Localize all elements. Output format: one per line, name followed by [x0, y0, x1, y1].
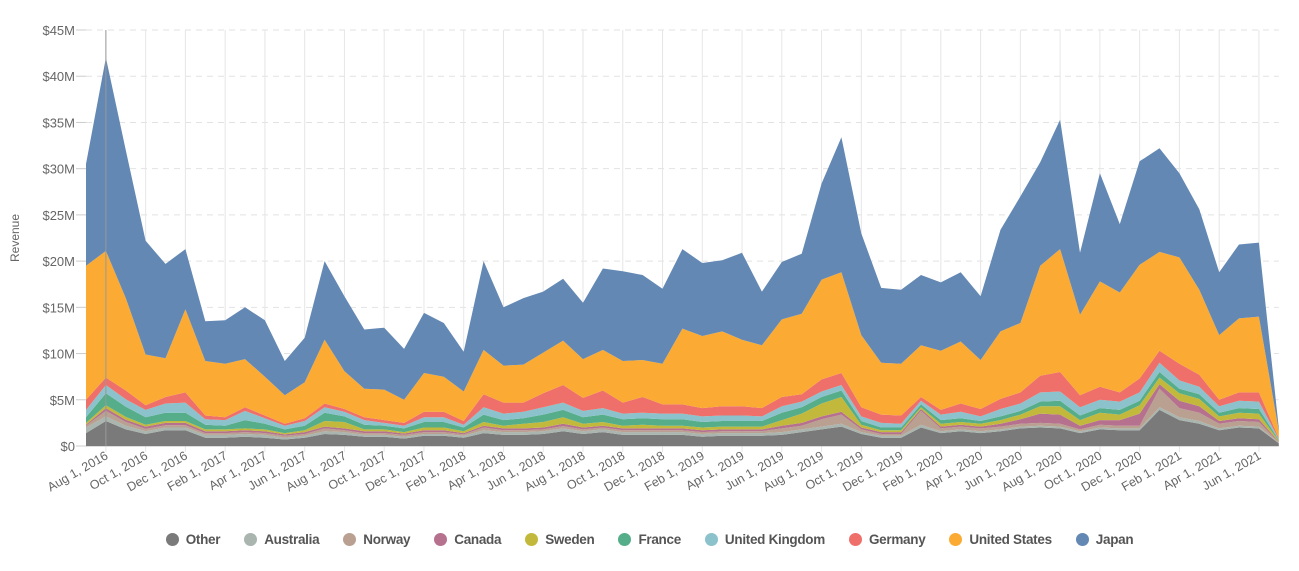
- area-germany[interactable]: [86, 350, 1279, 440]
- legend-swatch-icon: [704, 533, 718, 546]
- legend-item-germany[interactable]: Germany: [848, 532, 926, 547]
- area-other[interactable]: [86, 409, 1279, 446]
- y-axis-label: Revenue: [8, 214, 22, 262]
- y-tick-label: $15M: [42, 300, 75, 315]
- y-tick-label: $5M: [50, 393, 75, 408]
- legend-item-united-states[interactable]: United States: [949, 532, 1052, 547]
- area-united-states[interactable]: [86, 249, 1279, 439]
- y-tick-label: $0: [61, 439, 75, 454]
- y-tick-label: $30M: [42, 162, 75, 177]
- legend-label: Norway: [363, 532, 411, 547]
- legend-label: Australia: [264, 532, 320, 547]
- legend-item-united-kingdom[interactable]: United Kingdom: [704, 532, 825, 547]
- y-tick-label: $35M: [42, 115, 75, 130]
- area-united-kingdom[interactable]: [86, 362, 1279, 440]
- legend-item-norway[interactable]: Norway: [343, 532, 411, 547]
- legend-swatch-icon: [244, 533, 258, 546]
- legend-label: Sweden: [545, 532, 595, 547]
- legend-swatch-icon: [434, 533, 448, 546]
- stacked-area-chart: $0 $5M $10M $15M $20M $25M $30M $35M $40M $45M Au…: [8, 23, 1279, 494]
- legend-item-france[interactable]: France: [618, 532, 681, 547]
- legend-swatch-icon: [848, 533, 862, 546]
- area-canada[interactable]: [86, 384, 1279, 443]
- y-tick-label: $10M: [42, 347, 75, 362]
- y-axis-ticks: $0 $5M $10M $15M $20M $25M $30M $35M $40M $45M: [42, 23, 75, 454]
- legend-label: Japan: [1095, 532, 1134, 547]
- legend-label: Canada: [454, 532, 502, 547]
- legend-item-japan[interactable]: Japan: [1075, 532, 1134, 547]
- legend: Other Australia Norway Canada Sweden France Un…: [0, 532, 1299, 547]
- area-japan[interactable]: [86, 57, 1279, 431]
- legend-label: Germany: [868, 532, 926, 547]
- legend-label: United Kingdom: [724, 532, 825, 547]
- legend-label: France: [638, 532, 681, 547]
- area-norway[interactable]: [86, 388, 1279, 443]
- legend-swatch-icon: [165, 533, 179, 546]
- area-series: [86, 30, 1279, 446]
- legend-item-other[interactable]: Other: [165, 532, 221, 547]
- area-france[interactable]: [86, 372, 1279, 441]
- legend-item-australia[interactable]: Australia: [244, 532, 320, 547]
- legend-swatch-icon: [1075, 533, 1089, 546]
- y-tick-label: $25M: [42, 208, 75, 223]
- legend-item-canada[interactable]: Canada: [434, 532, 502, 547]
- area-sweden[interactable]: [86, 377, 1279, 442]
- legend-swatch-icon: [343, 533, 357, 546]
- legend-label: Other: [185, 532, 221, 547]
- y-tick-label: $40M: [42, 69, 75, 84]
- legend-item-sweden[interactable]: Sweden: [525, 532, 595, 547]
- legend-swatch-icon: [525, 533, 539, 546]
- legend-swatch-icon: [949, 533, 963, 546]
- legend-swatch-icon: [618, 533, 632, 546]
- y-tick-label: $20M: [42, 254, 75, 269]
- legend-label: United States: [969, 532, 1052, 547]
- y-tick-label: $45M: [42, 23, 75, 38]
